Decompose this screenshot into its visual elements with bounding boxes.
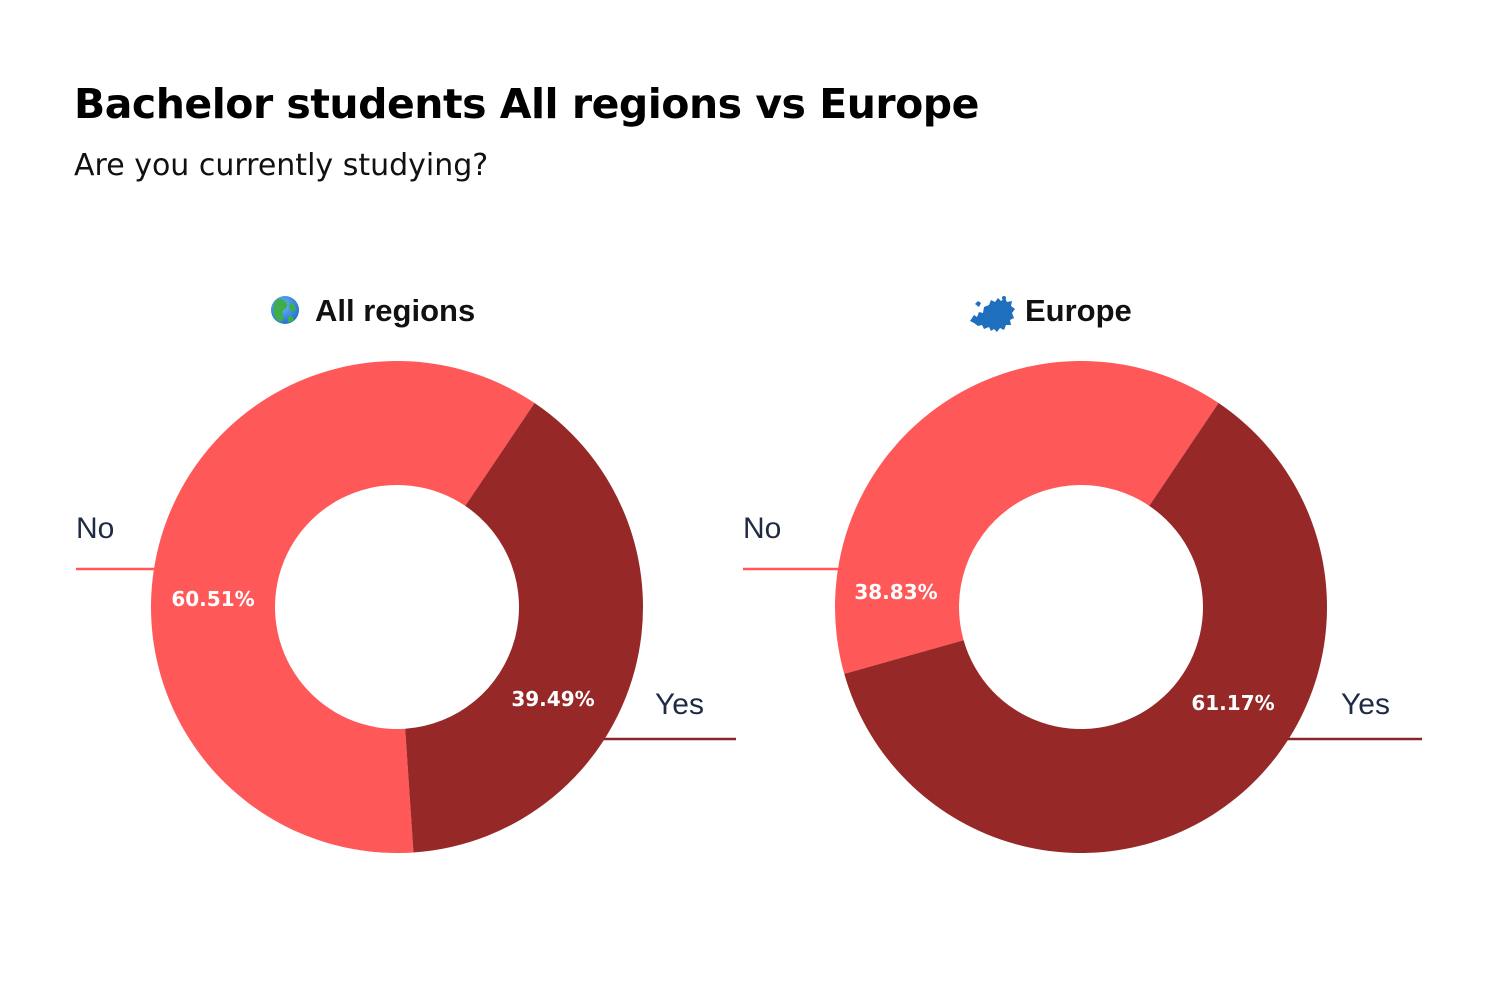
value-label-yes: 61.17% (1191, 691, 1274, 715)
value-label-no: 60.51% (171, 587, 254, 611)
chart-title-all-regions: All regions (315, 293, 475, 328)
page-subtitle: Are you currently studying? (74, 148, 489, 183)
slice-no (835, 361, 1219, 674)
value-label-yes: 39.49% (511, 687, 594, 711)
category-label-yes: Yes (655, 688, 704, 721)
globe-icon (271, 296, 299, 324)
value-label-no: 38.83% (854, 580, 937, 604)
chart-europe: Europe No Yes 38.83% 61.17% (743, 293, 1422, 854)
chart-all-regions: All regions No Yes 60.51% 39.49% (76, 293, 736, 853)
chart-title-europe: Europe (1025, 293, 1132, 328)
slice-yes (844, 403, 1327, 854)
category-label-no: No (76, 512, 114, 545)
slice-no (150, 360, 535, 853)
category-label-yes: Yes (1341, 688, 1390, 721)
europe-map-icon (970, 296, 1015, 332)
page-title: Bachelor students All regions vs Europe (74, 80, 979, 128)
slice-yes (405, 403, 643, 853)
category-label-no: No (743, 512, 781, 545)
